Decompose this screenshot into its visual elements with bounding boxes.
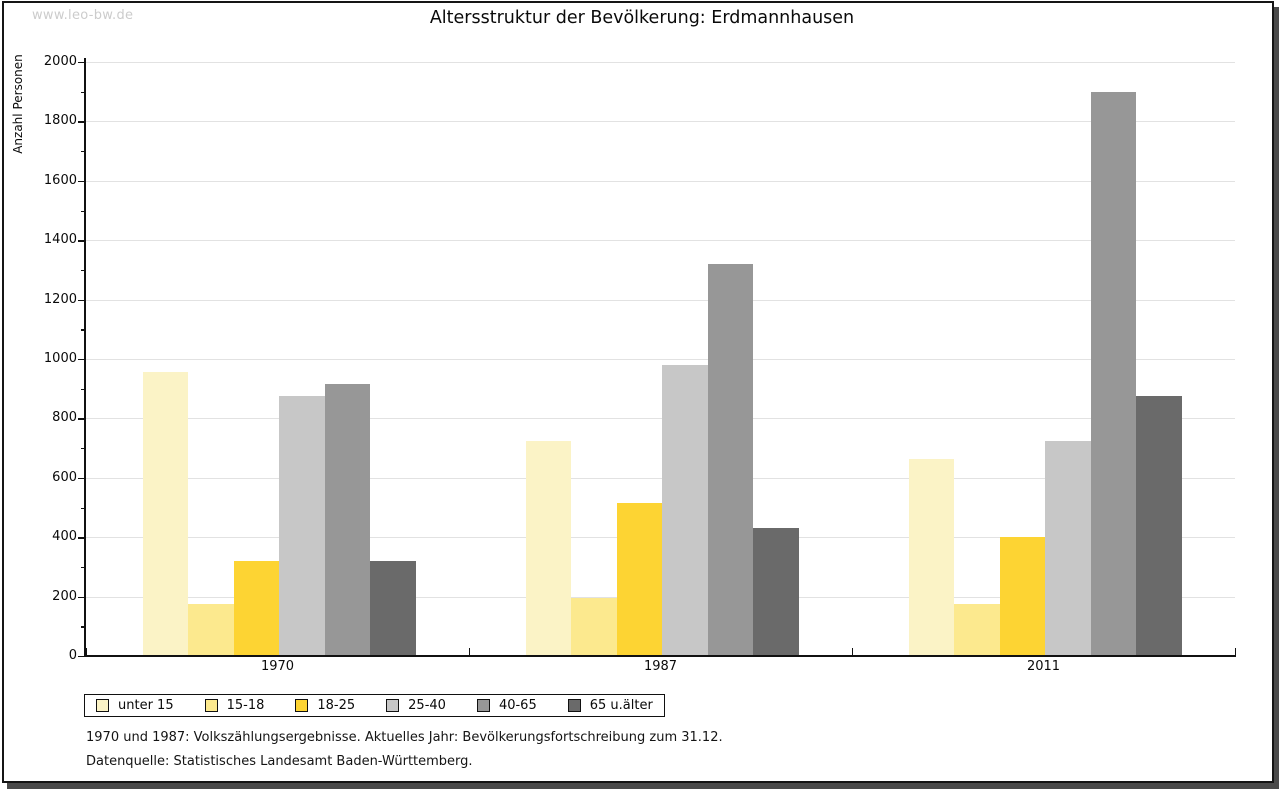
legend-label-40-65: 40-65	[498, 698, 537, 713]
y-tick-1600	[78, 180, 85, 183]
bar-1987-unter 15	[525, 440, 571, 656]
gridline-1000	[86, 359, 1235, 360]
y-tick-label-600: 600	[52, 469, 77, 485]
legend-item-15-18: 15-18	[204, 698, 265, 713]
x-tick-1	[468, 648, 470, 656]
bar-2011-15-18	[954, 604, 1000, 656]
legend-swatch-65 u.älter	[567, 699, 581, 712]
legend-item-65 u.älter: 65 u.älter	[567, 698, 653, 713]
x-tick-2	[851, 648, 853, 656]
bar-1987-65 u.älter	[753, 528, 799, 656]
bar-1987-25-40	[662, 364, 708, 656]
legend-swatch-18-25	[295, 699, 309, 712]
y-tick-label-1200: 1200	[43, 291, 77, 307]
plot-area	[86, 62, 1235, 656]
x-axis-line	[84, 655, 1236, 657]
legend-item-unter 15: unter 15	[96, 698, 174, 713]
y-tick-900	[81, 388, 85, 391]
legend-swatch-unter 15	[96, 699, 109, 712]
x-tick-0	[85, 648, 87, 656]
footnote-data-source: Datenquelle: Statistisches Landesamt Bad…	[86, 754, 473, 769]
y-axis-title: Anzahl Personen	[11, 54, 25, 154]
category-label-1987: 1987	[643, 659, 678, 674]
y-tick-label-2000: 2000	[43, 54, 77, 69]
y-tick-label-400: 400	[52, 529, 77, 545]
legend-item-18-25: 18-25	[295, 698, 355, 713]
y-tick-1200	[78, 299, 85, 301]
legend-label-unter 15: unter 15	[118, 698, 174, 713]
bar-1987-15-18	[571, 598, 617, 656]
legend-swatch-15-18	[204, 699, 218, 712]
y-tick-600	[78, 477, 85, 480]
bar-1970-unter 15	[142, 372, 188, 656]
legend: unter 15 15-18 18-25 25-40 40-65 65 u.älter	[84, 694, 665, 717]
y-tick-label-1400: 1400	[43, 232, 77, 248]
legend-label-18-25: 18-25	[317, 698, 356, 713]
gridline-1400	[86, 240, 1235, 242]
watermark-leo-bw: www.leo-bw.de	[32, 8, 134, 23]
y-tick-200	[78, 596, 85, 598]
bar-2011-unter 15	[908, 458, 954, 656]
legend-item-40-65: 40-65	[476, 698, 537, 713]
bar-1987-40-65	[707, 263, 753, 656]
y-tick-label-0: 0	[68, 648, 77, 663]
bar-1970-65 u.älter	[370, 560, 416, 656]
y-tick-label-1000: 1000	[43, 351, 77, 366]
y-tick-400	[78, 537, 85, 539]
y-tick-label-1800: 1800	[43, 113, 77, 129]
bar-1987-18-25	[616, 503, 662, 656]
bar-1970-15-18	[188, 604, 234, 656]
bar-1970-25-40	[279, 396, 325, 656]
y-tick-0	[78, 656, 85, 658]
y-tick-label-800: 800	[52, 410, 77, 426]
legend-label-15-18: 15-18	[226, 698, 265, 713]
bar-2011-18-25	[999, 537, 1045, 656]
legend-swatch-40-65	[476, 699, 490, 712]
legend-label-65 u.älter: 65 u.älter	[589, 698, 653, 713]
y-tick-1800	[78, 121, 85, 123]
y-tick-1300	[81, 269, 85, 272]
gridline-2000	[86, 62, 1235, 63]
y-axis-line	[84, 58, 86, 657]
footnote-source-note: 1970 und 1987: Volkszählungsergebnisse. …	[86, 730, 723, 745]
bar-2011-65 u.älter	[1136, 396, 1182, 656]
y-tick-1000	[78, 359, 85, 361]
y-tick-1100	[81, 329, 85, 331]
gridline-1800	[86, 121, 1235, 123]
gridline-600	[86, 477, 1235, 479]
gridline-800	[86, 418, 1235, 420]
y-tick-2000	[78, 62, 85, 64]
legend-label-25-40: 25-40	[408, 698, 446, 713]
gridline-1200	[86, 299, 1235, 301]
bar-2011-40-65	[1090, 91, 1136, 656]
chart-title: Altersstruktur der Bevölkerung: Erdmannh…	[429, 8, 855, 28]
y-tick-800	[78, 418, 85, 420]
category-label-2011: 2011	[1026, 659, 1061, 674]
y-tick-100	[81, 626, 85, 628]
y-tick-label-1600: 1600	[43, 172, 77, 188]
y-tick-1700	[81, 151, 85, 153]
y-tick-1500	[81, 210, 85, 212]
category-label-1970: 1970	[260, 659, 295, 674]
y-tick-1900	[81, 91, 85, 94]
gridline-1600	[86, 180, 1235, 182]
y-tick-500	[81, 507, 85, 509]
y-tick-label-200: 200	[52, 588, 77, 604]
bar-1970-40-65	[324, 384, 370, 656]
bar-2011-25-40	[1045, 440, 1091, 656]
legend-swatch-25-40	[386, 699, 400, 712]
bar-1970-18-25	[233, 560, 279, 656]
x-tick-3	[1234, 648, 1236, 656]
y-tick-1400	[78, 240, 85, 242]
y-tick-300	[81, 566, 85, 569]
y-tick-700	[81, 448, 85, 450]
legend-item-25-40: 25-40	[386, 698, 446, 713]
